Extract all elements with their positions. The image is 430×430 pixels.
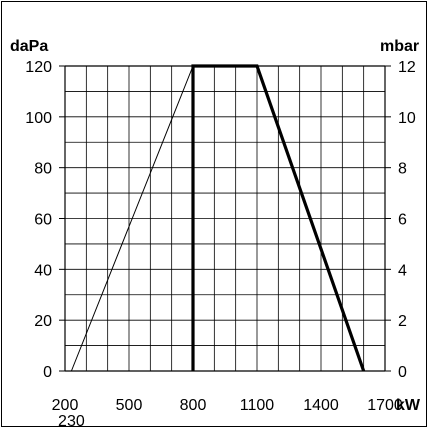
series-line-thick — [191, 64, 366, 372]
right-tick-label: 8 — [398, 161, 407, 178]
right-tick-label: 2 — [398, 313, 407, 330]
left-tick-label: 60 — [34, 212, 52, 229]
series-layer — [70, 64, 366, 372]
left-tick-label: 20 — [34, 313, 52, 330]
x-tick-label: 200 — [52, 397, 79, 414]
tick-labels: 0 20 40 60 80 100 120 0 2 4 6 8 10 12 200 500 800 1100 140… — [25, 59, 416, 430]
x-tick-label: 1100 — [240, 397, 275, 414]
right-tick-label: 6 — [398, 212, 407, 229]
grid — [64, 65, 386, 372]
x-extra-tick-label: 230 — [58, 413, 85, 430]
right-tick-label: 12 — [398, 59, 416, 76]
x-tick-label: 500 — [116, 397, 143, 414]
x-tick-label: 1700 — [367, 397, 403, 414]
x-tick-label: 800 — [180, 397, 207, 414]
right-tick-label: 10 — [398, 110, 416, 127]
left-axis-unit: daPa — [10, 38, 48, 55]
right-tick-label: 0 — [398, 364, 407, 381]
x-tick-label: 1400 — [303, 397, 339, 414]
series-line-thin — [70, 65, 194, 372]
x-axis-unit: kW — [396, 397, 421, 414]
left-tick-label: 120 — [25, 59, 52, 76]
right-axis-unit: mbar — [380, 38, 419, 55]
left-tick-label: 100 — [25, 110, 52, 127]
right-tick-label: 4 — [398, 262, 407, 279]
left-tick-label: 80 — [34, 161, 52, 178]
left-tick-label: 0 — [43, 364, 52, 381]
left-tick-label: 40 — [34, 262, 52, 279]
